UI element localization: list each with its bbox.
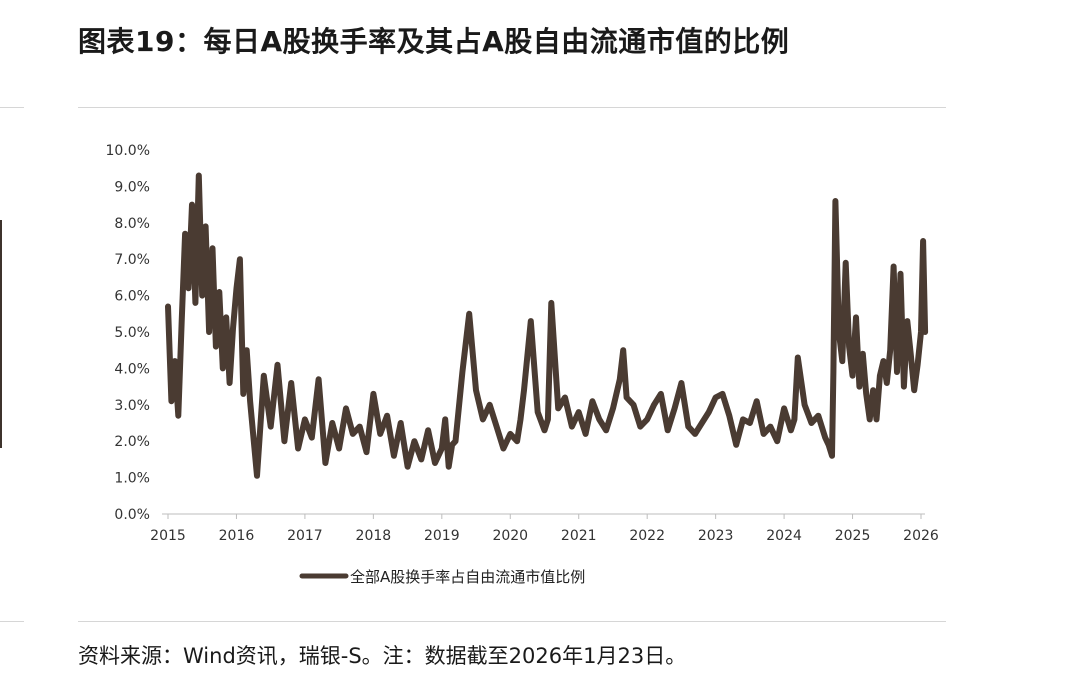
series-layer — [165, 172, 929, 479]
y-tick-label: 3.0% — [114, 398, 150, 414]
x-tick-label: 2024 — [766, 528, 802, 544]
series-line-0 — [165, 172, 929, 479]
bottom-rule — [78, 621, 946, 622]
top-rule — [78, 107, 946, 108]
chart-title: 图表19：每日A股换手率及其占A股自由流通市值的比例 — [78, 25, 790, 58]
y-tick-label: 5.0% — [114, 325, 150, 341]
y-tick-label: 4.0% — [114, 361, 150, 377]
y-tick-label: 7.0% — [114, 252, 150, 268]
left-edge-rule-top — [0, 107, 24, 108]
y-tick-label: 2.0% — [114, 434, 150, 450]
y-tick-label: 1.0% — [114, 471, 150, 487]
cropped-adjacent-chart-line — [0, 220, 2, 448]
x-tick-label: 2026 — [903, 528, 939, 544]
x-tick-label: 2016 — [219, 528, 255, 544]
y-tick-label: 8.0% — [114, 216, 150, 232]
x-tick-label: 2019 — [424, 528, 460, 544]
x-tick-label: 2022 — [629, 528, 665, 544]
y-axis: 0.0% 1.0% 2.0% 3.0% 4.0% 5.0% 6.0% 7.0% 8.0% 9.0%… — [106, 143, 150, 523]
legend-label: 全部A股换手率占自由流通市值比例 — [350, 568, 585, 586]
source-note: 资料来源：Wind资讯，瑞银-S。注：数据截至2026年1月23日。 — [78, 644, 687, 668]
x-tick-label: 2015 — [150, 528, 186, 544]
legend: 全部A股换手率占自由流通市值比例 — [299, 568, 585, 586]
x-tick-label: 2018 — [356, 528, 392, 544]
x-tick-label: 2023 — [698, 528, 734, 544]
y-tick-label: 10.0% — [106, 143, 150, 159]
y-tick-label: 9.0% — [114, 179, 150, 195]
y-tick-label: 0.0% — [114, 507, 150, 523]
x-tick-label: 2020 — [492, 528, 528, 544]
x-tick-label: 2017 — [287, 528, 323, 544]
y-tick-label: 6.0% — [114, 289, 150, 305]
x-tick-label: 2021 — [561, 528, 597, 544]
left-edge-rule-bottom — [0, 621, 24, 622]
x-axis: 2015 2016 2017 2018 2019 2020 2021 2022 2023 2024… — [150, 513, 939, 544]
x-tick-label: 2025 — [835, 528, 871, 544]
